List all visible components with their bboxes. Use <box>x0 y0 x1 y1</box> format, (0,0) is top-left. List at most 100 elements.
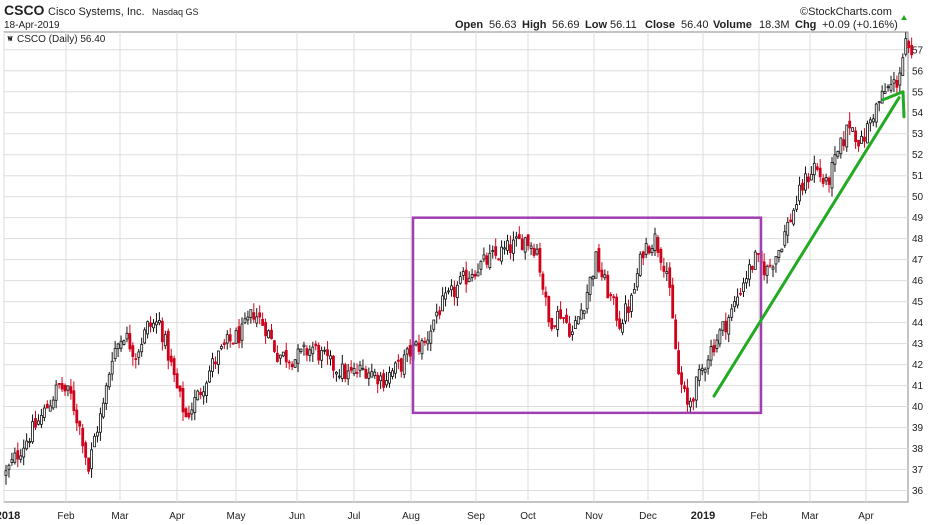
candle <box>615 293 619 327</box>
candle <box>703 367 707 382</box>
candle <box>556 305 560 337</box>
candle <box>748 259 751 287</box>
candle <box>724 312 728 340</box>
candle <box>101 397 105 419</box>
low-value: 56.11 <box>610 19 637 31</box>
candle <box>641 250 645 266</box>
candle <box>553 325 557 329</box>
candle <box>871 114 875 127</box>
y-tick-label: 47 <box>912 255 924 266</box>
candle <box>157 312 161 326</box>
candle <box>671 277 675 319</box>
candle <box>290 361 294 371</box>
candle <box>807 172 810 189</box>
candle <box>801 178 804 196</box>
candle <box>497 258 501 261</box>
y-tick-label: 42 <box>912 360 924 371</box>
candle <box>423 337 427 346</box>
candle <box>48 399 52 412</box>
candle <box>591 275 595 287</box>
candle <box>488 244 492 270</box>
candle <box>783 224 787 248</box>
candle <box>172 355 176 383</box>
candle <box>523 236 527 260</box>
candle <box>467 271 471 283</box>
candle <box>255 308 259 328</box>
candle <box>753 249 757 270</box>
candle <box>895 75 899 95</box>
candle <box>7 463 11 478</box>
candle <box>110 352 114 381</box>
candle <box>225 330 229 350</box>
x-tick-label: Dec <box>639 511 657 522</box>
candle <box>582 310 586 320</box>
candle <box>818 159 822 183</box>
candle <box>901 53 905 76</box>
candle <box>63 383 67 396</box>
chg-value: +0.09 (+0.16%) <box>822 19 898 31</box>
close-value: 56.40 <box>681 19 709 31</box>
candle <box>45 400 49 409</box>
candle <box>273 339 276 354</box>
candle <box>205 380 209 403</box>
candle <box>385 371 388 388</box>
candle <box>718 328 722 348</box>
candle <box>635 268 639 291</box>
candle <box>541 271 545 295</box>
candle <box>72 381 76 416</box>
candle <box>299 348 303 354</box>
candle <box>529 242 533 256</box>
candle <box>689 397 692 413</box>
candle <box>175 368 179 389</box>
grid-lines <box>3 32 908 502</box>
candle <box>31 414 34 444</box>
x-tick-label: Mar <box>801 511 819 522</box>
candle <box>774 256 778 273</box>
candle <box>742 277 745 297</box>
candle <box>665 262 669 281</box>
candle <box>376 372 380 394</box>
candle <box>346 363 350 386</box>
candle <box>40 408 43 429</box>
candle <box>730 304 734 322</box>
candle <box>122 339 126 346</box>
x-tick-label: Apr <box>169 511 185 522</box>
candle <box>81 424 85 454</box>
candle <box>638 251 642 277</box>
candle <box>621 319 624 336</box>
candle <box>824 173 828 186</box>
candle <box>798 176 801 205</box>
candle <box>450 279 453 297</box>
y-tick-label: 40 <box>912 402 924 413</box>
candle <box>795 195 798 212</box>
plot-area <box>3 31 909 503</box>
candle <box>264 318 268 344</box>
candle <box>42 404 46 422</box>
candle <box>420 338 424 360</box>
candle <box>373 368 377 379</box>
candle <box>812 155 816 183</box>
candle <box>632 282 636 294</box>
candle <box>609 292 613 302</box>
x-tick-label: Sep <box>467 511 485 522</box>
candle <box>833 146 837 172</box>
candle <box>113 340 117 362</box>
y-tick-label: 41 <box>912 381 924 392</box>
candle <box>334 370 338 382</box>
candle <box>736 288 739 309</box>
candle <box>343 362 347 383</box>
candle <box>458 271 462 285</box>
candle-legend-icon <box>7 35 13 42</box>
brand-logo: ©StockCharts.com <box>800 6 892 18</box>
candle <box>612 293 616 305</box>
candle <box>461 267 465 281</box>
y-tick-label: 51 <box>912 171 924 182</box>
candle <box>10 452 14 466</box>
candle <box>275 345 279 363</box>
candle <box>568 315 571 339</box>
candle <box>789 213 793 223</box>
candle <box>656 234 660 258</box>
candle <box>28 437 32 448</box>
candle <box>54 380 58 409</box>
candle <box>287 359 291 370</box>
